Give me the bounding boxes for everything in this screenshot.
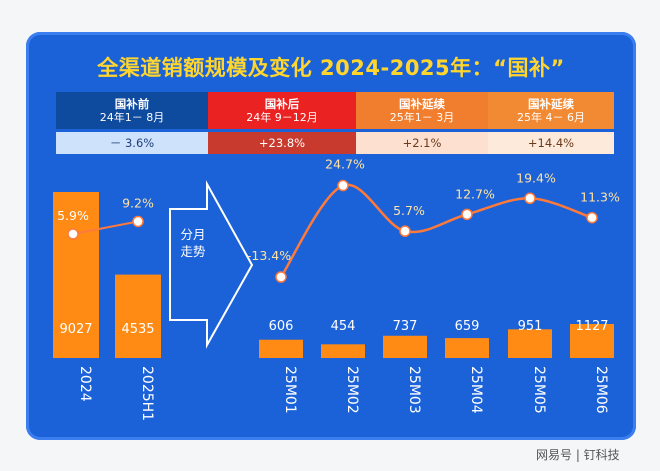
monthly-trend-arrow <box>169 180 254 349</box>
phase-range: 24年1－ 8月 <box>99 111 165 124</box>
watermark: 网易号 | 钉科技 <box>536 448 620 462</box>
phase-name: 国补延续 <box>528 97 574 111</box>
phase-name: 国补后 <box>264 97 300 111</box>
monthly-category-label: 25M03 <box>406 366 422 414</box>
monthly-growth-label: 12.7% <box>455 186 495 201</box>
monthly-growth-label: -13.4% <box>247 248 291 263</box>
phase-range: 25年1－ 3月 <box>389 111 455 124</box>
monthly-category-label: 25M02 <box>344 366 360 414</box>
phase-continued-q1: 国补延续 25年1－ 3月 +2.1% <box>356 92 488 154</box>
monthly-growth-label: 11.3% <box>580 190 620 205</box>
phase-after-subsidy: 国补后 24年 9－12月 +23.8% <box>208 92 356 154</box>
annual-category-label: 2025H1 <box>139 366 155 421</box>
monthly-bar <box>445 338 489 358</box>
chart-title: 全渠道销额规模及变化 2024-2025年：“国补” <box>97 56 565 80</box>
monthly-category-label: 25M04 <box>468 366 484 414</box>
annual-growth-point <box>67 228 79 240</box>
monthly-bar <box>508 329 552 358</box>
phase-continued-q2: 国补延续 25年 4－ 6月 +14.4% <box>488 92 614 154</box>
annual-growth-line <box>72 220 139 235</box>
monthly-growth-label: 5.7% <box>393 203 425 218</box>
monthly-growth-line <box>279 183 593 278</box>
annual-chart: 9027 2024 4535 2025H1 5.9% 9.2% <box>53 192 161 421</box>
annual-value-label: 4535 <box>121 322 154 337</box>
monthly-chart: 606 25M01 454 25M02 737 25M03 659 25M04 951 25M05… <box>247 157 620 414</box>
phase-range: 25年 4－ 6月 <box>517 111 585 124</box>
annual-bar <box>53 192 99 358</box>
monthly-growth-point <box>461 208 473 221</box>
phase-name: 国补延续 <box>399 97 445 111</box>
arrow-label: 分月走势 <box>180 227 206 259</box>
monthly-growth-point <box>586 211 598 224</box>
phase-change: +14.4% <box>488 132 614 154</box>
monthly-category-label: 25M01 <box>282 366 298 414</box>
monthly-bar <box>570 324 614 358</box>
monthly-category-label: 25M06 <box>593 366 609 414</box>
phase-change: +23.8% <box>208 132 356 154</box>
monthly-value-label: 951 <box>518 319 543 334</box>
annual-bar <box>115 274 161 358</box>
monthly-growth-point <box>275 271 287 283</box>
monthly-value-label: 606 <box>269 319 294 334</box>
monthly-value-label: 454 <box>331 319 356 334</box>
monthly-bar <box>259 339 303 358</box>
annual-growth-label: 5.9% <box>57 208 89 223</box>
monthly-bar <box>321 344 365 358</box>
annual-value-label: 9027 <box>59 322 92 337</box>
annual-growth-point <box>132 215 144 228</box>
annual-category-label: 2024 <box>77 366 93 402</box>
monthly-bar <box>383 335 427 358</box>
monthly-growth-point <box>399 225 411 237</box>
phase-change: － 3.6% <box>56 132 208 154</box>
monthly-growth-label: 19.4% <box>516 170 556 185</box>
monthly-growth-point <box>337 179 349 192</box>
annual-growth-label: 9.2% <box>122 195 154 210</box>
phase-before-subsidy: 国补前 24年1－ 8月 － 3.6% <box>56 92 208 154</box>
monthly-value-label: 659 <box>455 319 480 334</box>
monthly-growth-point <box>524 192 536 205</box>
phase-name: 国补前 <box>114 97 150 111</box>
monthly-category-label: 25M05 <box>531 366 547 414</box>
phase-range: 24年 9－12月 <box>246 111 318 124</box>
monthly-value-label: 737 <box>393 319 418 334</box>
phase-change: +2.1% <box>356 132 488 154</box>
monthly-value-label: 1127 <box>575 319 608 334</box>
monthly-growth-label: 24.7% <box>325 157 365 172</box>
